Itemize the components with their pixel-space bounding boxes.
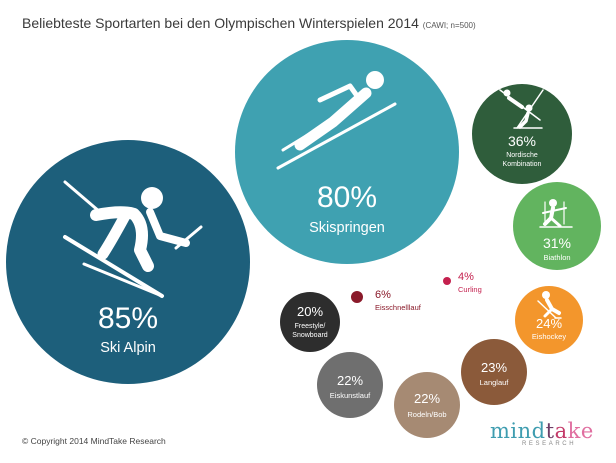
- bubble-nordische-kombination: 36% Nordische Kombination: [472, 84, 572, 184]
- bubble-rodeln-bob: 22% Rodeln/Bob: [394, 372, 460, 438]
- nordic-combined-icon: [499, 89, 544, 129]
- bubble-circle-eisschnelllauf: [351, 291, 363, 303]
- bubble-skispringen: 80% Skispringen: [235, 40, 459, 264]
- category-label-freestyle-snowboard: Freestyle/Snowboard: [292, 323, 328, 339]
- chart-title-text: Beliebteste Sportarten bei den Olympisch…: [22, 15, 419, 31]
- value-label-freestyle-snowboard: 20%: [297, 304, 323, 319]
- value-label-curling: 4%: [458, 271, 474, 283]
- category-label-ski-alpin: Ski Alpin: [100, 340, 156, 356]
- bubble-circle-curling: [443, 277, 451, 285]
- category-label-eishockey: Eishockey: [532, 332, 566, 341]
- bubble-circle-langlauf: [461, 339, 527, 405]
- bubble-eiskunstlauf: 22% Eiskunstlauf: [317, 352, 383, 418]
- bubble-ski-alpin: 85% Ski Alpin: [6, 140, 250, 384]
- value-label-ski-alpin: 85%: [98, 302, 158, 335]
- bubble-circle-freestyle-snowboard: [280, 292, 340, 352]
- bubble-langlauf: 23% Langlauf: [461, 339, 527, 405]
- alpine-skier-icon: [63, 180, 203, 298]
- bubble-circle-nordische-kombination: [472, 84, 572, 184]
- bubble-biathlon: 31% Biathlon: [513, 182, 601, 270]
- category-label-biathlon: Biathlon: [543, 253, 570, 262]
- value-label-eisschnelllauf: 6%: [375, 289, 391, 301]
- bubble-freestyle-snowboard: 20% Freestyle/Snowboard: [280, 292, 340, 352]
- chart-subtitle: (CAWI; n=500): [422, 21, 476, 30]
- biathlete-icon: [539, 199, 573, 228]
- category-label-curling: Curling: [458, 285, 482, 294]
- chart-title: Beliebteste Sportarten bei den Olympisch…: [22, 15, 476, 31]
- value-label-langlauf: 23%: [481, 360, 507, 375]
- value-label-skispringen: 80%: [317, 181, 377, 214]
- category-label-rodeln-bob: Rodeln/Bob: [407, 410, 446, 419]
- bubble-circle-skispringen: [235, 40, 459, 264]
- copyright-notice: © Copyright 2014 MindTake Research: [22, 436, 166, 446]
- value-label-biathlon: 31%: [543, 235, 571, 251]
- category-label-skispringen: Skispringen: [309, 220, 385, 236]
- value-label-eishockey: 24%: [536, 316, 562, 331]
- value-label-rodeln-bob: 22%: [414, 391, 440, 406]
- value-label-nordische-kombination: 36%: [508, 133, 536, 149]
- bubble-circle-ski-alpin: [6, 140, 250, 384]
- category-label-eisschnelllauf: Eisschnelllauf: [375, 303, 422, 312]
- value-label-eiskunstlauf: 22%: [337, 373, 363, 388]
- mindtake-logo: mindtake RESEARCH: [490, 419, 594, 447]
- bubble-circle-rodeln-bob: [394, 372, 460, 438]
- category-label-nordische-kombination: Nordische Kombination: [503, 152, 542, 168]
- ski-jumper-icon: [276, 71, 397, 170]
- category-label-langlauf: Langlauf: [480, 378, 510, 387]
- bubble-circle-eiskunstlauf: [317, 352, 383, 418]
- bubble-curling: 4% Curling: [443, 271, 482, 294]
- category-label-eiskunstlauf: Eiskunstlauf: [330, 391, 371, 400]
- hockey-player-icon: [537, 291, 562, 319]
- bubble-circle-biathlon: [513, 182, 601, 270]
- bubble-eisschnelllauf: 6% Eisschnelllauf: [351, 289, 422, 312]
- bubble-eishockey: 24%Eishockey: [515, 286, 583, 354]
- bubble-circle-eishockey: [515, 286, 583, 354]
